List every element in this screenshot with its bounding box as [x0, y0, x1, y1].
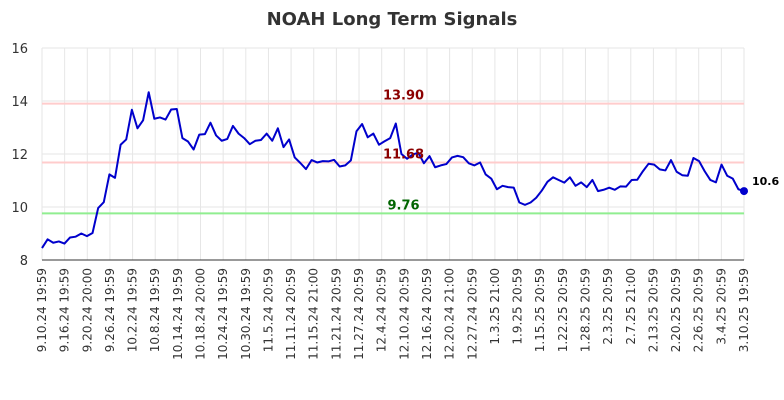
x-tick-label: 10.14.24 19:59	[171, 268, 185, 360]
x-tick-label: 1.22.25 20:59	[556, 268, 570, 352]
last-point-marker	[740, 187, 748, 196]
x-tick-label: 10.8.24 19:59	[148, 268, 162, 352]
x-tick-label: 11.11.24 20:59	[284, 268, 298, 360]
x-tick-label: 2.7.25 21:00	[624, 268, 638, 345]
x-tick-label: 9.20.24 20:00	[80, 268, 94, 352]
x-tick-label: 2.3.25 20:59	[601, 268, 615, 345]
x-tick-label: 11.21.24 20:59	[329, 268, 343, 360]
x-tick-label: 12.10.24 20:59	[397, 268, 411, 360]
x-tick-label: 1.15.25 20:59	[533, 268, 547, 352]
annotations: 13.90 11.68 9.76 10.6	[383, 89, 780, 214]
x-tick-label: 11.27.24 20:59	[352, 268, 366, 360]
x-tick-label: 2.13.25 20:59	[646, 268, 660, 352]
x-tick-label: 1.3.25 21:00	[488, 268, 502, 345]
y-tick-label: 14	[11, 95, 28, 110]
signal-lines	[42, 102, 744, 215]
price-line	[41, 91, 745, 249]
y-tick-label: 12	[11, 148, 28, 163]
axes: 8 10 12 14 16 9.10.24 19:59 9.16.24 19:59 9.20.…	[11, 42, 751, 360]
chart-title: NOAH Long Term Signals	[267, 9, 518, 30]
x-tick-label: 12.16.24 20:59	[420, 268, 434, 360]
x-tick-label: 10.18.24 20:00	[194, 268, 208, 360]
x-tick-label: 9.26.24 19:59	[103, 268, 117, 352]
y-tick-label: 8	[20, 254, 28, 269]
x-tick-label: 2.20.25 20:59	[669, 268, 683, 352]
signal-label: 11.68	[383, 147, 424, 162]
x-tick-label: 3.4.25 20:59	[714, 268, 728, 345]
x-tick-label: 1.28.25 20:59	[578, 268, 592, 352]
x-tick-label: 11.5.24 20:59	[261, 268, 275, 352]
x-tick-label: 9.10.24 19:59	[35, 268, 49, 352]
x-tick-label: 10.30.24 19:59	[239, 268, 253, 360]
signal-label: 9.76	[387, 198, 419, 213]
x-tick-label: 10.2.24 19:59	[126, 268, 140, 352]
x-tick-label: 1.9.25 20:59	[511, 268, 525, 345]
signal-label: 13.90	[383, 89, 424, 104]
grid	[41, 47, 745, 261]
x-tick-label: 2.26.25 20:59	[692, 268, 706, 352]
x-tick-label: 11.15.24 21:00	[307, 268, 321, 360]
y-tick-label: 10	[11, 201, 28, 216]
y-tick-label: 16	[11, 42, 28, 57]
x-tick-label: 9.16.24 19:59	[58, 268, 72, 352]
x-tick-label: 12.20.24 21:00	[443, 268, 457, 360]
series-layer	[41, 91, 748, 249]
x-tick-label: 10.24.24 19:59	[216, 268, 230, 360]
x-tick-label: 12.4.24 20:59	[375, 268, 389, 352]
last-value-label: 10.6	[752, 175, 779, 188]
x-tick-label: 12.27.24 20:59	[465, 268, 479, 360]
x-tick-label: 3.10.25 19:59	[737, 268, 751, 352]
